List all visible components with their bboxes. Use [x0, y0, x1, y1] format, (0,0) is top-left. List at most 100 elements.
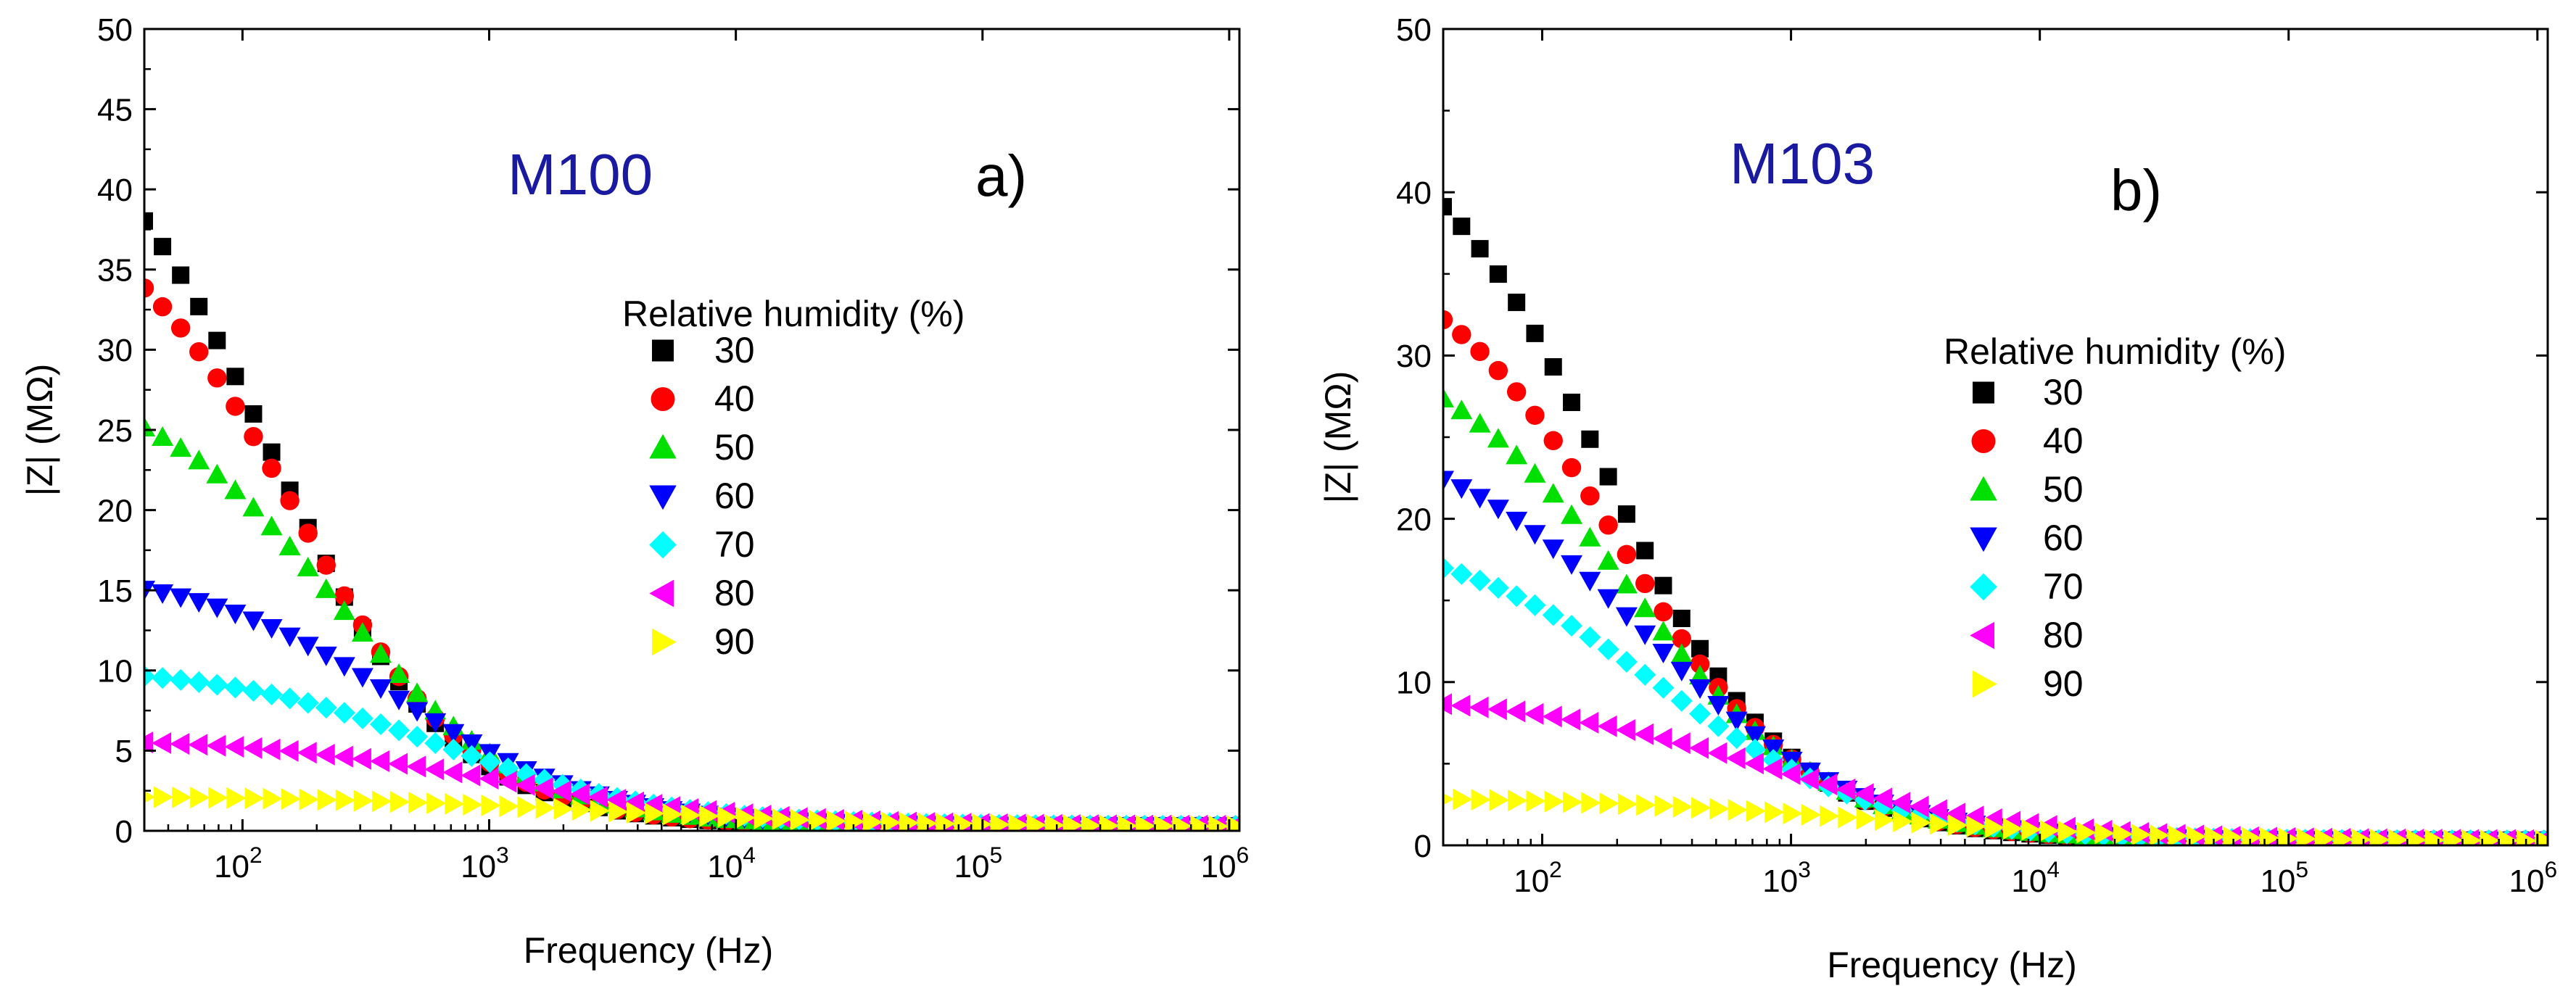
data-point	[244, 427, 263, 447]
data-point	[206, 598, 228, 618]
data-point	[1691, 797, 1712, 819]
data-point	[1652, 644, 1675, 664]
data-point	[207, 368, 227, 388]
x-axis-label: Frequency (Hz)	[524, 930, 774, 971]
data-point	[1487, 698, 1507, 721]
data-point	[1670, 732, 1690, 755]
data-point	[2480, 829, 2500, 845]
x-tick-exponent: 2	[249, 842, 263, 868]
legend-marker	[1970, 573, 1997, 601]
data-point	[754, 808, 774, 830]
panel-label: b)	[2110, 158, 2162, 223]
data-point	[424, 713, 447, 733]
data-point	[170, 588, 192, 608]
data-point	[299, 788, 319, 811]
y-tick-label: 35	[97, 253, 133, 289]
data-point	[263, 787, 283, 810]
data-point	[1453, 217, 1471, 236]
data-point	[2388, 829, 2408, 845]
legend: Relative humidity (%)30 40 50 60 70 80 90	[622, 294, 965, 662]
data-point	[1762, 758, 1783, 780]
data-point	[1636, 794, 1656, 816]
data-point	[2241, 826, 2261, 845]
data-point	[1743, 726, 1766, 746]
data-point	[1563, 393, 1581, 411]
data-point	[1597, 589, 1619, 609]
y-tick-label: 50	[97, 12, 133, 48]
data-point	[1615, 650, 1638, 673]
data-point	[1443, 792, 1454, 805]
data-point	[1597, 715, 1617, 737]
y-tick-label: 20	[1396, 502, 1432, 537]
data-point	[1506, 511, 1528, 531]
series-90	[144, 786, 1239, 831]
data-point	[333, 702, 355, 724]
data-point	[1743, 753, 1764, 775]
data-point	[463, 793, 483, 816]
data-point	[244, 405, 263, 423]
data-point	[1487, 576, 1509, 599]
x-tick-base: 10	[707, 849, 743, 884]
data-point	[2351, 828, 2371, 845]
data-point	[1911, 811, 1931, 834]
data-point	[1615, 573, 1638, 594]
legend: Relative humidity (%)30 40 50 60 70 80 90	[1944, 331, 2286, 704]
data-point	[2296, 827, 2316, 845]
data-point	[2314, 828, 2334, 845]
data-point	[1670, 689, 1693, 712]
data-point	[206, 734, 226, 757]
data-point	[627, 801, 647, 824]
data-point	[369, 750, 389, 773]
data-point	[260, 683, 283, 705]
data-point	[461, 734, 483, 754]
data-point	[1506, 585, 1528, 608]
data-point	[461, 764, 481, 787]
data-point	[170, 733, 190, 755]
data-point	[170, 437, 192, 457]
data-point	[1836, 778, 1856, 800]
data-point	[1615, 607, 1638, 627]
data-point	[1634, 663, 1656, 686]
data-point	[1652, 727, 1672, 750]
data-point	[388, 690, 410, 710]
data-point	[1838, 806, 1858, 829]
data-point	[315, 578, 337, 598]
data-point	[298, 523, 318, 543]
data-point	[144, 732, 153, 754]
data-point	[388, 663, 410, 684]
data-point	[2406, 829, 2427, 845]
data-point	[1581, 430, 1599, 448]
data-point	[334, 586, 355, 606]
data-point	[224, 736, 244, 758]
data-point	[608, 800, 628, 823]
x-tick-base: 10	[1201, 849, 1237, 884]
data-point	[1615, 719, 1635, 742]
data-point	[1526, 790, 1546, 812]
data-point	[624, 791, 645, 813]
data-point	[260, 738, 281, 761]
x-tick-base: 10	[2260, 863, 2295, 899]
data-point	[717, 805, 738, 828]
data-point	[442, 738, 465, 761]
data-point	[1506, 382, 1527, 402]
legend-marker	[1973, 381, 1994, 404]
data-point	[1581, 792, 1601, 814]
legend-label: 80	[714, 573, 755, 613]
x-tick-label: 104	[2011, 856, 2060, 899]
data-point	[499, 795, 519, 818]
y-tick-label: 10	[1396, 666, 1432, 701]
x-tick-base: 10	[1762, 863, 1798, 899]
data-point	[1780, 763, 1801, 785]
data-point	[315, 646, 337, 666]
x-tick-label: 102	[1514, 856, 1562, 899]
data-point	[1450, 399, 1473, 420]
data-point	[1598, 515, 1618, 535]
data-point	[351, 668, 373, 688]
data-point	[1654, 576, 1672, 594]
y-tick-label: 45	[97, 92, 133, 128]
data-point	[479, 751, 501, 774]
data-point	[1561, 708, 1581, 731]
data-point	[481, 795, 501, 817]
data-point	[790, 808, 810, 831]
